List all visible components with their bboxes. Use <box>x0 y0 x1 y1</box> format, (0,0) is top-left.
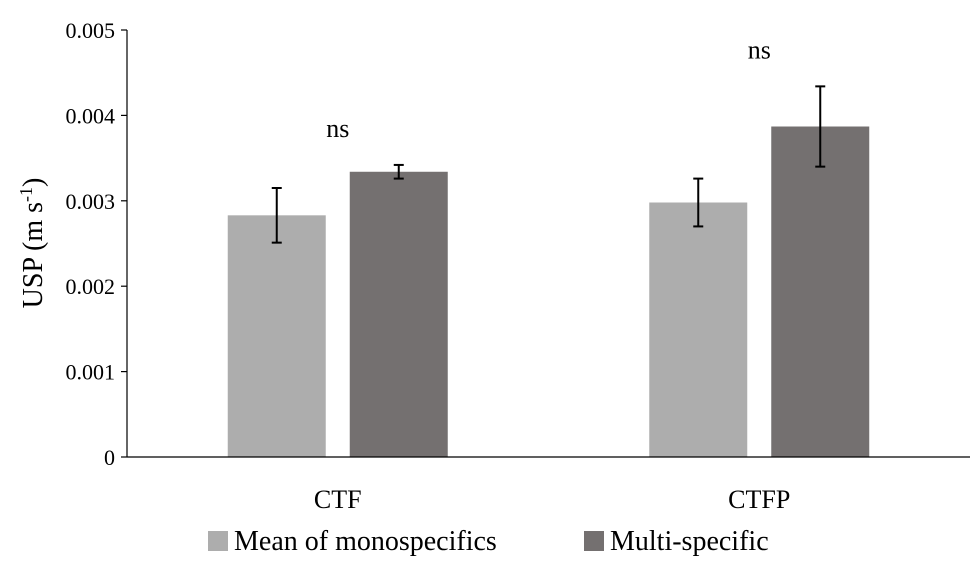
category-label: CTFP <box>728 485 790 514</box>
legend-label: Multi-specific <box>610 526 769 557</box>
y-tick-label: 0.001 <box>66 360 116 385</box>
bar <box>649 202 748 457</box>
significance-label: ns <box>748 35 771 64</box>
y-axis-label-main: USP (m s <box>18 202 49 308</box>
y-tick-labels: 0 0.001 0.002 0.003 0.004 0.005 <box>66 18 116 470</box>
bar <box>771 126 870 457</box>
y-tick-label: 0.003 <box>66 189 116 214</box>
bar <box>349 171 448 457</box>
y-axis-label-close: ) <box>18 178 49 187</box>
bar <box>227 215 326 457</box>
annotations: ns ns <box>326 35 771 143</box>
legend-label: Mean of monospecifics <box>234 526 497 557</box>
category-labels: CTF CTFP <box>314 485 790 514</box>
y-tick-label: 0 <box>104 445 115 470</box>
category-label: CTF <box>314 485 362 514</box>
legend-swatch <box>208 531 228 551</box>
significance-label: ns <box>326 114 349 143</box>
y-axis <box>121 29 128 458</box>
y-tick-label: 0.004 <box>66 103 116 128</box>
y-axis-label-sup: -1 <box>16 187 36 202</box>
error-bars <box>271 85 826 244</box>
legend-swatch <box>584 531 604 551</box>
y-axis-label: USP (m s-1) <box>16 178 49 309</box>
legend: Mean of monospecifics Multi-specific <box>208 526 769 557</box>
y-tick-label: 0.005 <box>66 18 116 43</box>
y-tick-label: 0.002 <box>66 274 116 299</box>
bars <box>227 126 870 457</box>
